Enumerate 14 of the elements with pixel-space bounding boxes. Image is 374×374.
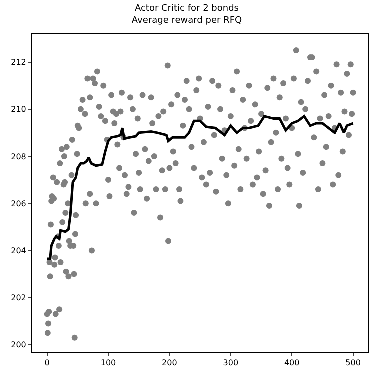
x-tick-label: 500 <box>346 358 361 368</box>
y-tick-label: 212 <box>11 58 26 68</box>
x-tick-label: 100 <box>100 358 116 368</box>
y-tick-label: 202 <box>11 294 26 303</box>
chart-title: Actor Critic for 2 bonds Average reward per RFQ <box>132 4 242 26</box>
y-tick-label: 204 <box>11 246 26 256</box>
y-tick-label: 208 <box>11 152 26 162</box>
x-tick-label: 200 <box>162 358 178 368</box>
y-tick-label: 210 <box>11 105 26 114</box>
y-tick-label: 200 <box>11 340 26 350</box>
x-tick-label: 400 <box>284 358 300 368</box>
x-tick-label: 0 <box>44 358 50 368</box>
x-tick-label: 300 <box>223 358 239 368</box>
y-tick-label: 206 <box>11 199 26 208</box>
